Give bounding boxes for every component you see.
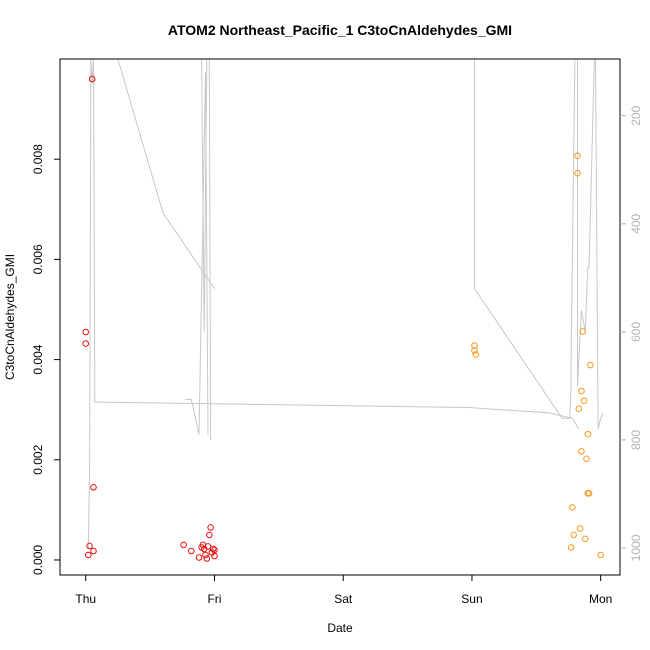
red-point-21 — [211, 546, 218, 554]
red-point-4 — [86, 542, 93, 550]
x-axis: Thu Fri Sat Sun Mon — [75, 575, 612, 606]
x-tick-label: Thu — [75, 592, 96, 606]
orange-point-11 — [578, 448, 585, 455]
orange-point-18 — [585, 490, 593, 497]
orange-point-5 — [570, 531, 578, 539]
y-tick-label: 0.004 — [31, 344, 45, 374]
red-point-9 — [195, 554, 203, 561]
y-tick-label: 0.000 — [31, 545, 45, 575]
x-tick-label: Sat — [334, 592, 353, 606]
y-tick-label: 0.008 — [31, 144, 45, 174]
orange-point-8 — [575, 405, 583, 413]
orange-point-12 — [579, 328, 587, 335]
x-tick-label: Sun — [461, 592, 482, 606]
points-layer — [82, 75, 605, 562]
red-point-14 — [203, 555, 211, 562]
orange-point-20 — [597, 551, 605, 559]
red-point-2 — [88, 75, 96, 83]
red-point-3 — [90, 484, 97, 491]
orange-point-0 — [471, 342, 478, 349]
profile-layer — [87, 58, 604, 549]
y-right-tick-label: 600 — [629, 322, 643, 342]
orange-point-19 — [587, 361, 594, 369]
profile-line-0 — [87, 58, 580, 549]
red-point-19 — [209, 545, 217, 553]
orange-point-16 — [584, 430, 592, 438]
profile-line-1 — [102, 58, 215, 289]
red-point-16 — [206, 531, 213, 539]
y-tick-label: 0.006 — [31, 244, 45, 274]
orange-point-6 — [574, 152, 581, 159]
red-point-13 — [202, 551, 209, 559]
orange-point-4 — [569, 504, 576, 511]
orange-point-13 — [580, 397, 588, 405]
orange-point-14 — [581, 535, 589, 543]
red-point-5 — [85, 551, 92, 559]
red-point-1 — [82, 340, 89, 347]
x-tick-label: Fri — [207, 592, 221, 606]
y-axis-right: 200 400 600 800 1000 — [620, 105, 643, 561]
orange-point-15 — [583, 455, 590, 463]
red-point-15 — [204, 543, 212, 550]
orange-point-9 — [576, 525, 584, 532]
x-tick-label: Mon — [589, 592, 612, 606]
red-point-17 — [207, 524, 214, 531]
red-point-7 — [180, 541, 187, 549]
chart-title: ATOM2 Northeast_Pacific_1 C3toCnAldehyde… — [168, 22, 512, 38]
profile-line-4 — [474, 58, 604, 430]
orange-point-2 — [472, 351, 480, 358]
red-point-0 — [82, 328, 89, 336]
y-right-tick-label: 800 — [629, 430, 643, 450]
plot-frame — [59, 58, 621, 576]
y-right-tick-label: 1000 — [629, 534, 643, 561]
x-axis-label: Date — [327, 621, 353, 635]
y-axis-label: C3toCnAldehydes_GMI — [3, 254, 17, 380]
orange-point-3 — [567, 544, 575, 551]
red-point-6 — [90, 547, 97, 555]
y-right-tick-label: 200 — [629, 105, 643, 125]
orange-point-10 — [578, 387, 585, 395]
y-right-tick-label: 400 — [629, 213, 643, 233]
orange-point-7 — [574, 169, 581, 177]
y-axis-left: 0.000 0.002 0.004 0.006 0.008 — [31, 144, 60, 575]
red-point-8 — [188, 547, 195, 555]
profile-line-3 — [184, 72, 209, 435]
orange-point-1 — [471, 347, 478, 354]
y-tick-label: 0.002 — [31, 444, 45, 474]
